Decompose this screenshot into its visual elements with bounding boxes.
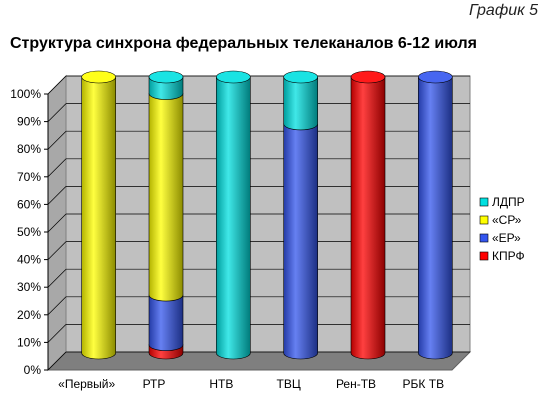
x-category-label: Рен-ТВ [336, 377, 376, 391]
bar-segment-КПРФ [350, 76, 386, 360]
y-tick-label: 10% [17, 335, 41, 349]
y-tick-label: 80% [17, 142, 41, 156]
gridline-side [47, 241, 67, 260]
bar-segment-ЛДПР [148, 76, 184, 100]
bar-segment-ЛДПР [283, 76, 318, 131]
y-tick-label: 30% [17, 280, 41, 294]
bar-segment-«ЕР» [283, 123, 318, 360]
gridline-side [47, 324, 67, 343]
bar-segment-«ЕР» [418, 76, 453, 360]
y-tick-label: 50% [17, 225, 41, 239]
gridline-side [47, 130, 67, 150]
gridline-side [47, 75, 67, 95]
legend-swatch [479, 215, 489, 225]
bar-top-cap [81, 70, 116, 84]
bars [81, 70, 453, 360]
chart-title: Структура синхрона федеральных телеканал… [10, 35, 477, 52]
bar-segment-«СР» [148, 93, 184, 302]
legend: ЛДПР «СР» «ЕР» КПРФ [476, 194, 544, 274]
gridline-side [47, 268, 67, 288]
bar-top-cap [350, 70, 386, 84]
x-category-label: РБК ТВ [403, 377, 445, 391]
y-tick-label: 60% [17, 197, 41, 211]
legend-swatch [479, 233, 489, 243]
legend-swatch [479, 251, 489, 261]
y-tick-label: 40% [17, 253, 41, 267]
bar-top-cap [418, 70, 453, 84]
y-tick-label: 20% [17, 308, 41, 322]
x-category-label: «Первый» [58, 377, 115, 391]
gridline-side [47, 158, 67, 178]
y-tick-label: 100% [10, 87, 41, 101]
legend-label: «ЕР» [492, 231, 521, 245]
gridline-side [47, 103, 67, 122]
x-category-label: НТВ [209, 377, 233, 391]
bar-top-cap [148, 70, 184, 84]
bar-segment-ЛДПР [216, 76, 251, 360]
bar-top-cap [216, 70, 251, 84]
y-tick-label: 90% [17, 115, 41, 129]
gridline-side [47, 296, 67, 316]
gridline-side [47, 213, 67, 233]
gridline-side [47, 351, 67, 371]
y-tick-label: 0% [24, 363, 42, 377]
legend-label: ЛДПР [492, 195, 525, 209]
legend-label: КПРФ [492, 249, 525, 263]
figure-number-label: График 5 [469, 2, 538, 19]
bar-segment-«СР» [81, 76, 116, 360]
x-category-label: РТР [143, 377, 166, 391]
y-axis-ticks: 0% 10% 20% 30% 40% 50% 60% 70% 80% 90% 100% [10, 87, 49, 377]
gridline-side [47, 186, 67, 205]
bar-top-cap [283, 70, 318, 84]
gridlines [47, 75, 470, 371]
legend-swatch [479, 197, 489, 207]
bar-segment-«ЕР» [148, 294, 184, 352]
y-tick-label: 70% [17, 170, 41, 184]
legend-label: «СР» [492, 213, 522, 227]
x-category-label: ТВЦ [277, 377, 301, 391]
x-axis-categories: «Первый» РТР НТВ ТВЦ Рен-ТВ РБК ТВ [58, 377, 444, 391]
